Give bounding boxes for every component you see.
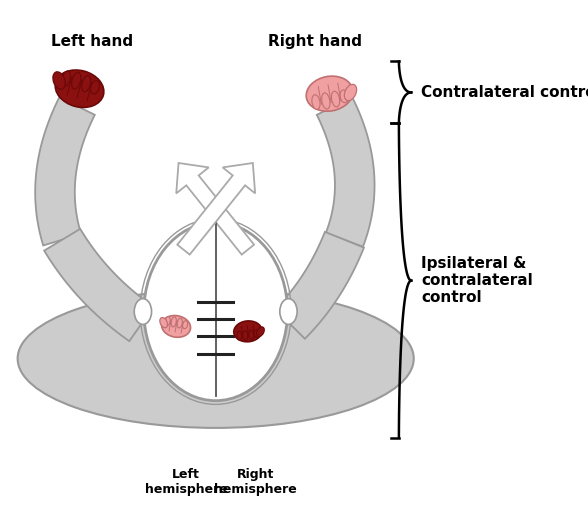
Polygon shape [178,163,255,254]
Ellipse shape [322,93,330,109]
Text: Ipsilateral &
contralateral
control: Ipsilateral & contralateral control [421,256,533,305]
Polygon shape [35,97,95,245]
Ellipse shape [144,222,288,400]
Ellipse shape [160,317,168,328]
Polygon shape [275,232,364,339]
Ellipse shape [82,76,91,92]
Text: Contralateral contro: Contralateral contro [421,85,588,100]
Ellipse shape [249,330,253,340]
Ellipse shape [72,72,81,89]
Ellipse shape [18,289,414,428]
Ellipse shape [177,318,182,328]
Ellipse shape [183,321,188,329]
Ellipse shape [53,72,65,89]
Ellipse shape [91,80,99,94]
Ellipse shape [165,317,170,326]
Ellipse shape [280,299,297,324]
Text: Left
hemisphere: Left hemisphere [145,468,228,496]
Polygon shape [176,163,254,254]
Ellipse shape [62,71,71,86]
Ellipse shape [234,321,262,342]
Ellipse shape [312,95,320,110]
Ellipse shape [345,84,357,101]
Ellipse shape [256,327,264,336]
Ellipse shape [162,315,191,338]
Ellipse shape [55,70,104,107]
Text: Right
hemisphere: Right hemisphere [214,468,297,496]
Ellipse shape [306,76,353,111]
Ellipse shape [171,317,176,327]
Ellipse shape [134,299,152,324]
Ellipse shape [237,331,242,340]
Ellipse shape [332,91,340,107]
Polygon shape [198,200,233,222]
Ellipse shape [340,90,348,103]
Text: Right hand: Right hand [268,34,362,49]
Ellipse shape [254,330,259,338]
Polygon shape [44,229,153,341]
Ellipse shape [243,331,248,340]
Polygon shape [317,97,375,247]
Text: Left hand: Left hand [51,34,133,49]
